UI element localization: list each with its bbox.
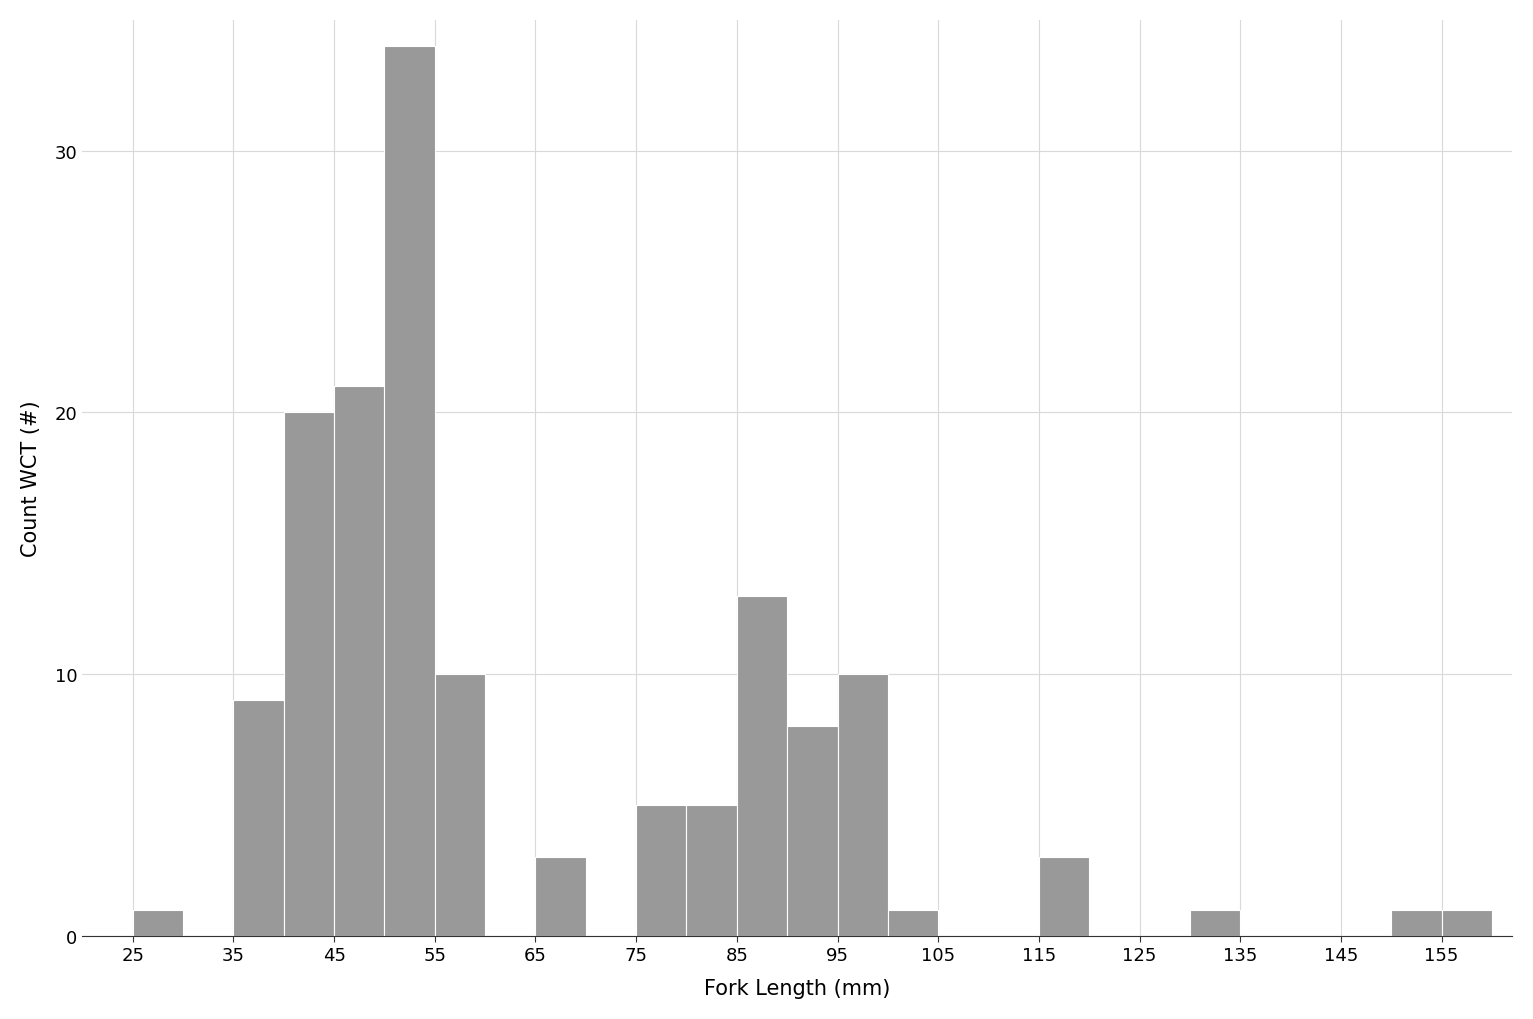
Bar bbox=[385, 47, 435, 935]
Bar bbox=[687, 805, 737, 935]
Bar bbox=[737, 596, 786, 935]
Bar bbox=[837, 675, 888, 935]
X-axis label: Fork Length (mm): Fork Length (mm) bbox=[704, 978, 891, 999]
Bar bbox=[233, 701, 284, 935]
Bar bbox=[888, 910, 938, 935]
Bar bbox=[1392, 910, 1441, 935]
Bar bbox=[334, 387, 385, 935]
Y-axis label: Count WCT (#): Count WCT (#) bbox=[21, 400, 41, 556]
Bar bbox=[636, 805, 687, 935]
Bar bbox=[1039, 858, 1090, 935]
Bar bbox=[1190, 910, 1240, 935]
Bar bbox=[133, 910, 182, 935]
Bar bbox=[1441, 910, 1492, 935]
Bar bbox=[535, 858, 586, 935]
Bar bbox=[284, 413, 334, 935]
Bar bbox=[435, 675, 484, 935]
Bar bbox=[786, 727, 837, 935]
